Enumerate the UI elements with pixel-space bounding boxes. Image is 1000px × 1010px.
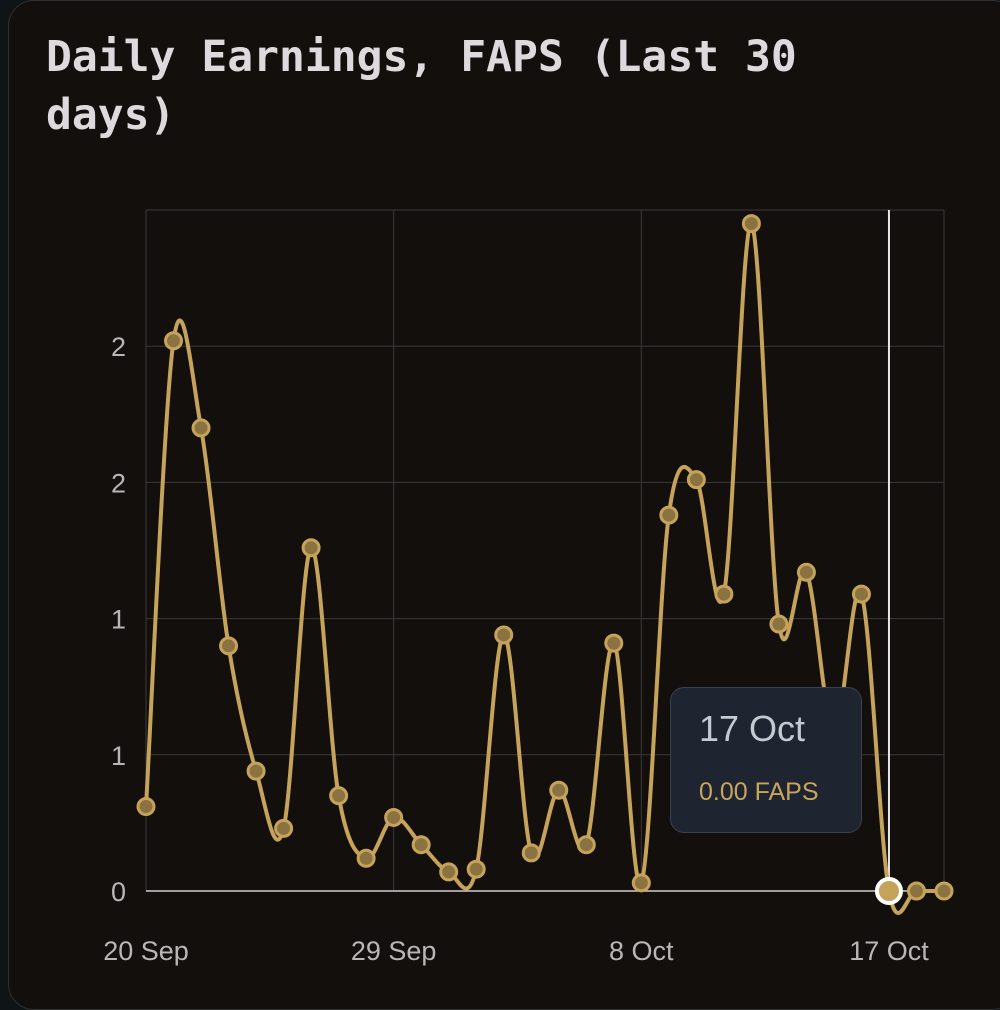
data-point[interactable] [191, 418, 211, 438]
data-point[interactable] [576, 835, 596, 855]
data-point[interactable] [906, 881, 926, 901]
data-point[interactable] [301, 538, 321, 558]
data-point[interactable] [604, 633, 624, 653]
data-point[interactable] [356, 848, 376, 868]
data-point[interactable] [659, 505, 679, 525]
data-point[interactable] [246, 761, 266, 781]
data-point[interactable] [934, 881, 954, 901]
data-point[interactable] [411, 835, 431, 855]
tooltip-value: 0.00 FAPS [699, 778, 819, 806]
chart-tooltip: 17 Oct 0.00 FAPS [670, 687, 862, 833]
data-point[interactable] [164, 331, 184, 351]
x-axis: 20 Sep 29 Sep 8 Oct 17 Oct [103, 936, 929, 966]
x-tick-label: 20 Sep [103, 936, 189, 966]
data-point[interactable] [494, 625, 514, 645]
y-axis: 0 1 1 2 2 [111, 332, 126, 907]
data-point[interactable] [136, 797, 156, 817]
x-tick-label: 17 Oct [849, 936, 929, 966]
data-point[interactable] [219, 636, 239, 656]
y-tick-label: 2 [111, 332, 126, 362]
grid [145, 209, 945, 892]
chart-card [8, 0, 1000, 1010]
data-point[interactable] [851, 584, 871, 604]
data-point[interactable] [384, 807, 404, 827]
data-point[interactable] [466, 859, 486, 879]
data-point[interactable] [686, 470, 706, 490]
y-tick-label: 2 [111, 468, 126, 498]
data-points[interactable] [136, 214, 954, 905]
x-tick-label: 8 Oct [609, 936, 674, 966]
data-point-highlighted[interactable] [874, 877, 903, 905]
y-tick-label: 1 [111, 605, 126, 635]
data-point[interactable] [549, 780, 569, 800]
data-point[interactable] [439, 862, 459, 882]
data-point[interactable] [274, 818, 294, 838]
data-point[interactable] [769, 614, 789, 634]
data-point[interactable] [714, 584, 734, 604]
tooltip-date: 17 Oct [699, 708, 806, 749]
data-point[interactable] [329, 786, 349, 806]
data-point[interactable] [521, 843, 541, 863]
data-point[interactable] [631, 873, 651, 893]
chart-title: Daily Earnings, FAPS (Last 30 days) [46, 32, 797, 140]
x-tick-label: 29 Sep [351, 936, 437, 966]
data-point[interactable] [796, 562, 816, 582]
y-tick-label: 0 [111, 877, 126, 907]
data-point[interactable] [741, 214, 761, 234]
y-tick-label: 1 [111, 741, 126, 771]
